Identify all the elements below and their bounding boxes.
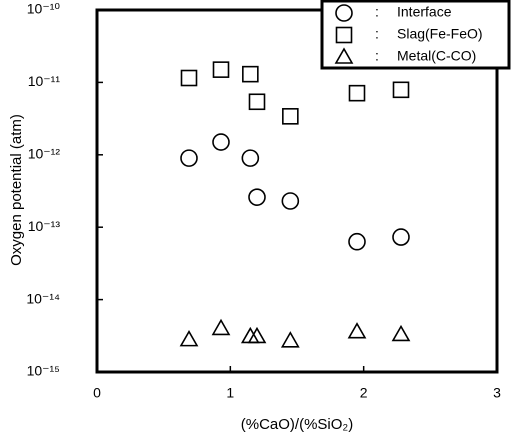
data-point [211, 318, 231, 336]
legend-label: Slag(Fe-FeO) [397, 26, 483, 42]
y-tick-label: 10⁻¹⁴ [26, 290, 60, 306]
data-point [392, 81, 410, 99]
data-point [212, 61, 230, 78]
legend-separator: : [375, 26, 379, 42]
y-tick-label: 10⁻¹³ [28, 218, 61, 234]
x-tick-label: 3 [493, 385, 501, 401]
y-tick-label: 10⁻¹⁵ [27, 363, 60, 379]
data-point [248, 93, 266, 111]
y-tick-label: 10⁻¹⁰ [27, 1, 61, 17]
legend-marker [334, 47, 354, 64]
y-tick-label: 10⁻¹² [28, 146, 61, 162]
data-point [248, 188, 266, 206]
legend-separator: : [375, 48, 379, 64]
data-point [348, 84, 366, 102]
x-axis-label: (%CaO)/(%SiO₂) [241, 416, 354, 433]
x-tick-label: 2 [360, 385, 368, 401]
legend-label: Metal(C-CO) [397, 48, 476, 64]
data-point [180, 69, 198, 87]
data-point [392, 228, 410, 246]
legend-marker [335, 4, 353, 22]
legend-marker [335, 26, 353, 44]
data-point [247, 326, 267, 344]
data-point [241, 149, 260, 167]
y-axis-label: Oxygen potential (atm) [8, 114, 25, 266]
data-point [242, 65, 259, 83]
data-point [179, 330, 199, 347]
data-point [281, 192, 300, 210]
data-point [348, 232, 366, 251]
data-point [280, 331, 300, 348]
data-point [282, 108, 299, 125]
plot-frame [95, 8, 499, 374]
legend-box [320, 0, 511, 70]
data-point [180, 149, 198, 167]
data-point [212, 133, 230, 151]
legend-separator: : [375, 4, 379, 20]
legend-label: Interface [397, 4, 452, 20]
data-point [391, 324, 411, 342]
x-tick-label: 1 [226, 385, 234, 401]
x-tick-label: 0 [93, 385, 101, 401]
y-tick-label: 10⁻¹¹ [28, 73, 61, 89]
data-point [347, 322, 367, 339]
